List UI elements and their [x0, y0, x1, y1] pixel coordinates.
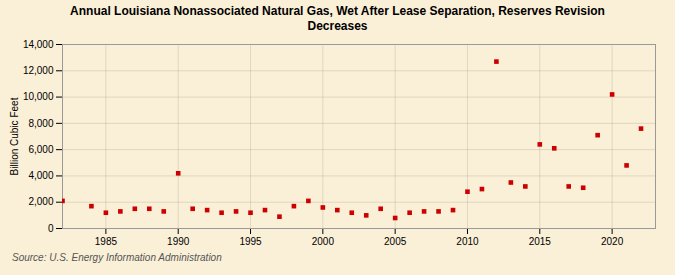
- svg-text:Billion Cubic Feet: Billion Cubic Feet: [9, 97, 20, 175]
- svg-text:12,000: 12,000: [23, 65, 54, 76]
- svg-text:4,000: 4,000: [28, 170, 53, 181]
- svg-text:14,000: 14,000: [23, 39, 54, 50]
- svg-text:1985: 1985: [95, 236, 118, 247]
- html-text:Annual Louisiana Nonassociated: Annual Louisiana Nonassociated Natural G…: [70, 4, 605, 33]
- svg-text:10,000: 10,000: [23, 91, 54, 102]
- svg-text:6,000: 6,000: [28, 144, 53, 155]
- svg-text:2000: 2000: [312, 236, 335, 247]
- svg-text:2,000: 2,000: [28, 196, 53, 207]
- svg-text:2005: 2005: [384, 236, 407, 247]
- svg-text:0: 0: [48, 223, 54, 234]
- svg-text:2010: 2010: [456, 236, 479, 247]
- svg-text:2020: 2020: [601, 236, 624, 247]
- svg-text:2015: 2015: [529, 236, 552, 247]
- svg-text:1990: 1990: [167, 236, 190, 247]
- svg-text:1995: 1995: [239, 236, 262, 247]
- svg-text:8,000: 8,000: [28, 118, 53, 129]
- html-text:Source: U.S. Energy Informatio: Source: U.S. Energy Information Administ…: [12, 252, 222, 263]
